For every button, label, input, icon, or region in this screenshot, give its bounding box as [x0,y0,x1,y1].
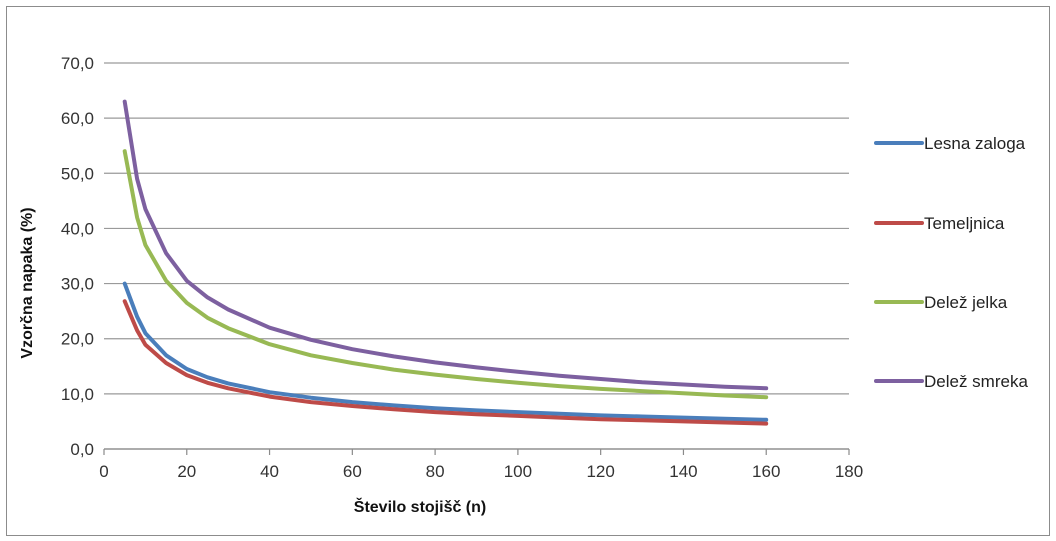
y-tick-label: 70,0 [61,54,94,73]
x-tick-label: 100 [504,462,532,481]
y-tick-label: 10,0 [61,385,94,404]
y-tick-label: 60,0 [61,109,94,128]
series-line-1 [122,281,769,422]
x-tick-label: 160 [752,462,780,481]
y-tick-label: 50,0 [61,164,94,183]
x-tick-label: 180 [835,462,863,481]
legend-label-2: Temeljnica [924,214,1005,233]
x-tick-label: 0 [99,462,108,481]
legend-label-4: Delež smreka [924,372,1028,391]
series-line-3 [122,149,769,400]
x-tick-label: 120 [586,462,614,481]
y-tick-label: 20,0 [61,330,94,349]
legend: Lesna zaloga Temeljnica Delež jelka Delež s… [874,134,1028,391]
x-tick-label: 140 [669,462,697,481]
x-tick-label: 20 [177,462,196,481]
legend-label-3: Delež jelka [924,293,1008,312]
legend-label-1: Lesna zaloga [924,134,1026,153]
series-line-4 [122,99,769,391]
gridlines [104,62,849,450]
x-tick-label: 60 [343,462,362,481]
axes: 0,0 10,0 20,0 30,0 40,0 50,0 60,0 70,0 0 20 40 60 80… [61,54,863,481]
series-lines [122,99,769,426]
x-axis-title: Število stojišč (n) [354,497,486,516]
y-tick-label: 40,0 [61,219,94,238]
y-axis-title: Vzorčna napaka (%) [19,207,36,358]
x-tick-label: 80 [426,462,445,481]
series-line-2 [122,299,769,426]
y-tick-label: 30,0 [61,275,94,294]
y-tick-label: 0,0 [70,440,94,459]
x-tick-label: 40 [260,462,279,481]
